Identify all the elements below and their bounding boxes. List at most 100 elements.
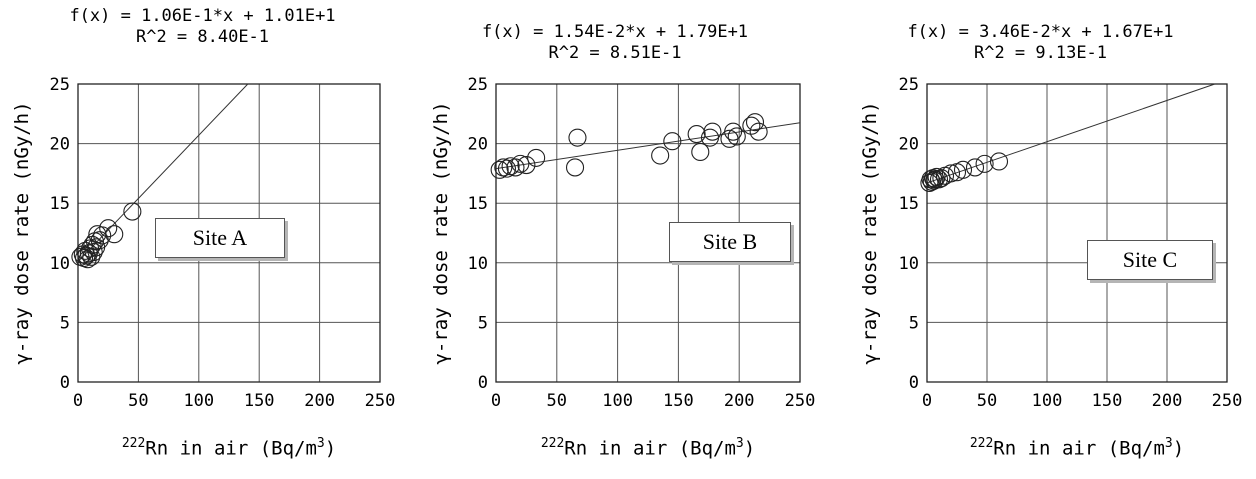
y-tick-label: 0 <box>60 373 70 393</box>
y-axis-label: γ-ray dose rate (nGy/h) <box>859 101 881 365</box>
data-point <box>926 170 945 189</box>
x-axis-label-exponent: 3 <box>735 436 744 451</box>
y-tick-label: 5 <box>60 313 70 333</box>
r-squared: R^2 = 8.40E-1 <box>135 27 270 47</box>
r-squared: R^2 = 8.51E-1 <box>548 43 682 63</box>
data-point <box>663 132 682 151</box>
x-tick-label: 50 <box>977 391 997 411</box>
chart-panel-site-b: f(x) = 1.54E-2*x + 1.79E+1 R^2 = 8.51E-1… <box>405 0 825 479</box>
r-squared: R^2 = 9.13E-1 <box>973 43 1108 63</box>
x-axis-label-isotope: 222 <box>540 436 565 451</box>
x-tick-label: 250 <box>785 391 816 411</box>
data-point <box>989 152 1009 171</box>
data-point <box>687 125 706 144</box>
x-axis-label-exponent: 3 <box>316 436 325 451</box>
chart-panel-site-c: f(x) = 3.46E-2*x + 1.67E+1 R^2 = 9.13E-1… <box>825 0 1256 479</box>
data-point <box>727 127 746 146</box>
data-point <box>84 243 103 262</box>
data-point <box>568 128 587 147</box>
x-tick-label: 0 <box>73 391 83 411</box>
x-axis-label-close: ) <box>743 437 756 460</box>
fit-line <box>926 83 1216 184</box>
x-axis-label: 222Rn in air (Bq/m3) <box>970 436 1184 459</box>
y-tick-label: 15 <box>468 194 488 214</box>
data-point <box>517 156 536 175</box>
y-tick-label: 20 <box>50 135 70 155</box>
data-point <box>490 160 509 179</box>
y-tick-label: 20 <box>468 135 488 155</box>
x-tick-label: 50 <box>547 391 567 411</box>
x-tick-label: 50 <box>128 391 148 411</box>
data-point <box>511 154 530 173</box>
fit-equation: f(x) = 3.46E-2*x + 1.67E+1 <box>907 22 1174 42</box>
data-point <box>975 154 994 173</box>
y-tick-label: 10 <box>50 254 70 274</box>
x-tick-label: 200 <box>304 391 335 411</box>
x-axis-label: 222Rn in air (Bq/m3) <box>122 436 336 459</box>
y-tick-label: 25 <box>899 75 919 95</box>
chart-panel-site-a: f(x) = 1.06E-1*x + 1.01E+1 R^2 = 8.40E-1… <box>0 0 405 479</box>
data-point <box>965 158 985 177</box>
x-axis-label-close: ) <box>1172 437 1185 460</box>
x-axis-label-exponent: 3 <box>1164 436 1173 451</box>
x-axis-label-isotope: 222 <box>969 436 994 451</box>
plot-frame <box>926 83 1228 383</box>
x-tick-label: 0 <box>922 391 932 411</box>
y-tick-label: 5 <box>478 313 488 333</box>
plot-frame <box>77 83 381 383</box>
y-tick-label: 15 <box>899 194 919 214</box>
fit-equation: f(x) = 1.06E-1*x + 1.01E+1 <box>69 6 336 26</box>
data-point <box>745 113 765 132</box>
data-point <box>78 250 97 269</box>
data-point <box>527 148 546 167</box>
y-tick-label: 25 <box>50 75 70 95</box>
scatter-plot: 0 50 100 150 200 250 0 5 10 15 20 25 <box>50 75 396 411</box>
x-axis-label-text: Rn in air (Bq/m <box>993 437 1165 460</box>
data-point <box>497 159 516 178</box>
site-label: Site B <box>669 222 791 262</box>
fit-line <box>495 122 801 170</box>
x-tick-label: 200 <box>1152 391 1183 411</box>
x-tick-label: 150 <box>244 391 275 411</box>
data-point <box>929 170 949 189</box>
plot-frame <box>495 83 801 383</box>
data-point <box>749 122 768 141</box>
x-axis-label-close: ) <box>324 437 337 460</box>
x-tick-label: 200 <box>724 391 755 411</box>
data-point <box>105 225 124 244</box>
x-tick-label: 100 <box>602 391 633 411</box>
data-point <box>123 202 142 221</box>
data-point <box>742 116 761 135</box>
data-point <box>953 160 973 179</box>
x-axis-label-isotope: 222 <box>121 436 146 451</box>
y-axis-label: γ-ray dose rate (nGy/h) <box>11 101 33 365</box>
y-tick-label: 20 <box>899 135 919 155</box>
x-tick-label: 250 <box>365 391 396 411</box>
fit-equation: f(x) = 1.54E-2*x + 1.79E+1 <box>481 22 749 42</box>
data-point <box>565 158 585 177</box>
y-tick-label: 25 <box>468 75 488 95</box>
y-tick-label: 10 <box>468 254 488 274</box>
data-point <box>99 219 118 238</box>
x-tick-label: 150 <box>663 391 694 411</box>
y-tick-label: 15 <box>50 194 70 214</box>
x-axis-label-text: Rn in air (Bq/m <box>564 437 736 460</box>
x-tick-label: 100 <box>1032 391 1063 411</box>
y-axis-label: γ-ray dose rate (nGy/h) <box>430 101 452 365</box>
x-tick-label: 0 <box>491 391 501 411</box>
data-point <box>941 164 961 183</box>
x-axis-label-text: Rn in air (Bq/m <box>145 437 317 460</box>
x-tick-label: 250 <box>1212 391 1243 411</box>
y-tick-label: 0 <box>909 373 919 393</box>
data-point <box>724 122 743 141</box>
data-point <box>82 247 101 266</box>
x-tick-label: 150 <box>1092 391 1123 411</box>
y-tick-label: 0 <box>478 373 488 393</box>
data-point <box>703 122 722 141</box>
y-tick-label: 5 <box>909 313 919 333</box>
data-point <box>651 146 670 165</box>
x-axis-label: 222Rn in air (Bq/m3) <box>541 436 755 459</box>
data-point <box>93 226 112 245</box>
scatter-plot: 0 50 100 150 200 250 0 5 10 15 20 25 <box>899 75 1243 411</box>
y-tick-label: 10 <box>899 254 919 274</box>
